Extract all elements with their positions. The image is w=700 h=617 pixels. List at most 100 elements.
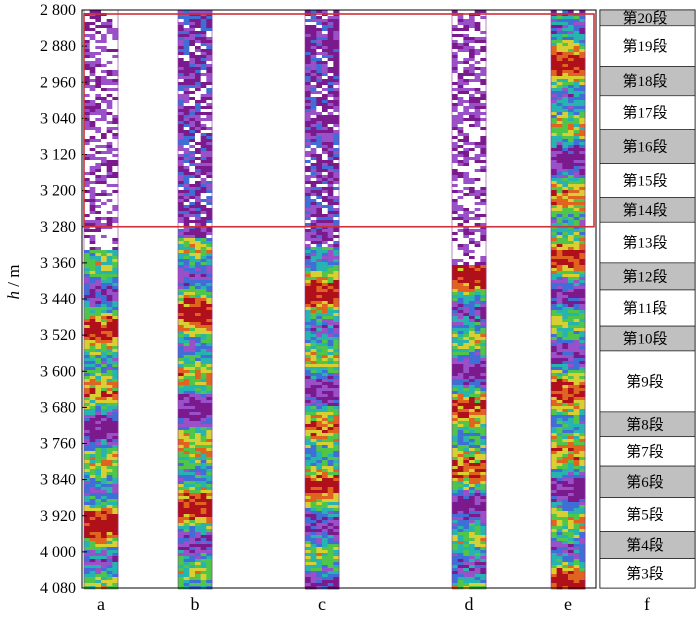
track-d-cell — [452, 505, 459, 509]
track-c-cell — [305, 472, 312, 476]
track-d-cell — [457, 580, 464, 584]
track-e-cell — [556, 40, 563, 44]
track-c-cell — [316, 175, 323, 179]
track-a-cell — [95, 259, 102, 263]
track-c-cell — [305, 313, 312, 317]
track-c-cell — [333, 361, 340, 365]
track-a-cell — [89, 370, 96, 374]
track-c-cell — [327, 364, 334, 368]
track-c-cell — [305, 187, 312, 191]
track-b-cell — [189, 229, 196, 233]
track-a-cell — [101, 238, 108, 242]
track-e-cell — [573, 19, 580, 23]
track-d-cell — [474, 205, 481, 209]
track-c-cell — [322, 40, 329, 44]
track-b-cell — [183, 157, 190, 161]
track-e-cell — [573, 40, 580, 44]
track-a-cell — [106, 139, 113, 143]
track-d-cell — [469, 346, 476, 350]
track-d-cell — [469, 241, 476, 245]
track-c-cell — [322, 355, 329, 359]
track-b-cell — [189, 157, 196, 161]
track-d-cell — [474, 505, 481, 509]
track-d-cell — [469, 112, 476, 116]
track-c-cell — [305, 55, 312, 59]
track-c-cell — [327, 331, 334, 335]
track-e-cell — [562, 178, 569, 182]
track-c-cell — [333, 55, 340, 59]
track-c-cell — [322, 430, 329, 434]
track-a-cell — [106, 412, 113, 416]
track-c-cell — [322, 43, 329, 47]
track-c-cell — [310, 358, 317, 362]
track-b-cell — [178, 307, 185, 311]
track-c-cell — [310, 298, 317, 302]
track-e-cell — [573, 112, 580, 116]
track-d-cell — [457, 355, 464, 359]
track-d-cell — [463, 133, 470, 137]
track-a-cell — [84, 100, 91, 104]
track-d-cell — [474, 25, 481, 29]
track-c-cell — [316, 334, 323, 338]
track-b-cell — [200, 85, 207, 89]
track-c-cell — [333, 22, 340, 26]
track-a-cell — [89, 211, 96, 215]
track-a-cell — [112, 184, 119, 188]
track-c-cell — [322, 334, 329, 338]
track-b-cell — [195, 364, 202, 368]
track-a-cell — [112, 37, 119, 41]
track-e-cell — [568, 115, 575, 119]
track-d-cell — [474, 127, 481, 131]
track-c-cell — [327, 202, 334, 206]
track-d-cell — [469, 211, 476, 215]
track-b-cell — [195, 487, 202, 491]
track-d-cell — [452, 28, 459, 32]
track-d-cell — [452, 253, 459, 257]
track-d-cell — [474, 277, 481, 281]
track-a-cell — [106, 457, 113, 461]
track-d-cell — [469, 400, 476, 404]
track-d-cell — [463, 10, 470, 14]
track-a-cell — [101, 328, 108, 332]
track-d-cell — [469, 223, 476, 227]
track-d-cell — [474, 244, 481, 248]
track-a-cell — [106, 76, 113, 80]
track-b-cell — [178, 346, 185, 350]
track-d-cell — [474, 160, 481, 164]
track-b-cell — [178, 517, 185, 521]
track-e-cell — [579, 157, 586, 161]
track-c-cell — [322, 211, 329, 215]
track-b-cell — [189, 154, 196, 158]
track-c-cell — [322, 427, 329, 431]
track-d-cell — [452, 160, 459, 164]
track-b-cell — [189, 34, 196, 38]
track-b-cell — [178, 541, 185, 545]
track-a-cell — [101, 301, 108, 305]
track-a-cell — [112, 328, 119, 332]
track-c-cell — [310, 148, 317, 152]
track-d-cell — [474, 499, 481, 503]
track-a-cell — [112, 517, 119, 521]
track-d-cell — [480, 553, 487, 557]
track-c-cell — [310, 151, 317, 155]
track-d-cell — [457, 568, 464, 572]
track-e-cell — [568, 157, 575, 161]
track-d-cell — [452, 175, 459, 179]
track-d-cell — [457, 175, 464, 179]
track-b-cell — [206, 385, 213, 389]
track-d-cell — [452, 217, 459, 221]
track-c-cell — [322, 394, 329, 398]
track-d-cell — [463, 313, 470, 317]
track-c-cell — [305, 529, 312, 533]
track-c-cell — [327, 271, 334, 275]
track-b-cell — [183, 40, 190, 44]
track-a-cell — [84, 490, 91, 494]
track-b-cell — [178, 478, 185, 482]
track-a-cell — [84, 511, 91, 515]
track-d-cell — [457, 10, 464, 14]
track-a-cell — [106, 370, 113, 374]
track-b-cell — [178, 298, 185, 302]
track-c-cell — [305, 406, 312, 410]
track-d-cell — [463, 136, 470, 140]
track-c-cell — [327, 238, 334, 242]
